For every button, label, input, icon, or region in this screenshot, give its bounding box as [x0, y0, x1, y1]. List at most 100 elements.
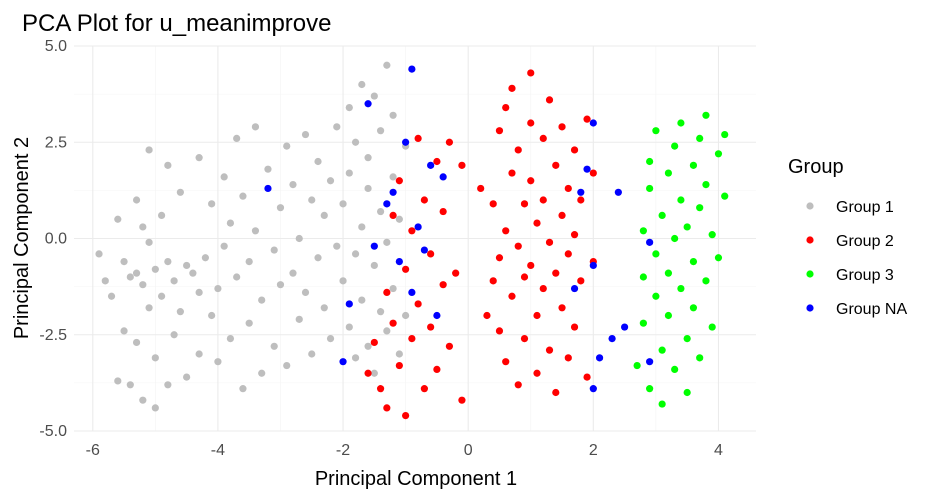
group-1-point	[195, 288, 203, 296]
group-2-point	[545, 346, 554, 354]
group-1-point	[164, 258, 172, 266]
group-1-point	[151, 404, 159, 412]
group-2-point	[389, 319, 397, 327]
group-1-point	[358, 223, 366, 231]
group-1-point	[120, 327, 128, 335]
group-3-point	[702, 181, 710, 189]
group-2-point	[408, 227, 416, 235]
group-1-point	[389, 111, 397, 119]
group-na-point	[433, 311, 441, 320]
group-2-point	[508, 292, 516, 300]
legend-label-group-3: Group 3	[836, 267, 894, 284]
group-1-point	[208, 311, 216, 320]
group-3-point	[696, 134, 704, 142]
group-2-point	[539, 284, 547, 293]
group-2-point	[383, 288, 391, 296]
group-2-point	[527, 261, 535, 270]
group-1-point	[308, 196, 316, 204]
group-1-point	[276, 281, 285, 289]
y-tick-labels: -5.0 -2.5 0.0 2.5 5.0	[39, 38, 67, 440]
group-1-point	[145, 146, 153, 154]
group-1-point	[301, 130, 310, 139]
group-1-point	[395, 215, 403, 223]
y-tick-label: 5.0	[45, 38, 67, 55]
group-1-point	[220, 173, 228, 181]
group-3-point	[664, 169, 673, 177]
group-3-point	[683, 335, 691, 343]
group-1-point	[301, 288, 310, 296]
group-2-point	[539, 134, 547, 142]
group-2-point	[427, 250, 435, 258]
group-1-point	[264, 165, 272, 173]
group-1-point	[326, 177, 335, 185]
x-tick-label: 4	[714, 442, 723, 459]
group-3-point	[639, 273, 647, 281]
group-3-point	[721, 192, 729, 200]
group-1-point	[364, 184, 372, 193]
y-tick-label: 0.0	[45, 231, 67, 248]
group-1-point	[333, 123, 341, 131]
group-1-point	[295, 234, 303, 243]
grid-lines	[74, 45, 756, 432]
group-1-point	[107, 292, 116, 300]
group-3-point	[702, 277, 710, 285]
group-2-point	[495, 327, 504, 335]
group-na-point	[408, 288, 416, 296]
group-1-point	[370, 369, 378, 377]
group-na-point	[614, 188, 622, 196]
group-1-point	[402, 311, 410, 320]
group-1-point	[320, 304, 328, 312]
group-1-point	[164, 381, 172, 389]
group-1-point	[157, 211, 166, 219]
group-2-point	[376, 385, 385, 393]
group-2-point	[433, 157, 441, 166]
group-na-point	[589, 261, 597, 270]
group-1-point	[270, 342, 278, 350]
group-na-point	[408, 65, 416, 73]
group-1-point	[389, 284, 397, 293]
group-2-point	[527, 177, 535, 185]
group-2-point	[420, 385, 428, 393]
group-1-point	[145, 238, 153, 246]
y-tick-label: -2.5	[39, 327, 67, 344]
group-na-point	[589, 385, 597, 393]
group-2-point	[577, 196, 585, 204]
group-3-point	[671, 142, 679, 150]
group-1-point	[201, 254, 209, 262]
group-2-point	[370, 338, 378, 347]
group-na-point	[595, 354, 604, 362]
group-1-point	[183, 373, 191, 381]
group-2-point	[495, 254, 504, 262]
group-na-point	[339, 358, 347, 366]
group-2-point	[452, 269, 460, 277]
group-1-point	[339, 200, 347, 208]
group-1-point	[245, 258, 253, 266]
group-2-point	[514, 381, 522, 389]
group-2-point	[445, 342, 454, 350]
group-2-point	[502, 227, 510, 235]
group-3-point	[646, 184, 654, 193]
group-1-point	[251, 227, 260, 235]
group-1-point	[176, 308, 184, 316]
group-2-point	[558, 211, 566, 219]
group-3-point	[696, 354, 704, 362]
group-3-point	[696, 204, 704, 212]
group-na-point	[414, 223, 422, 231]
group-1-point	[214, 284, 222, 293]
group-1-point	[289, 269, 297, 277]
group-1-point	[189, 269, 197, 277]
group-1-point	[208, 200, 216, 208]
group-2-point	[420, 196, 428, 204]
group-2-point	[564, 354, 572, 362]
group-1-point	[283, 142, 291, 150]
group-1-point	[370, 261, 378, 270]
group-1-point	[139, 281, 147, 289]
group-2-point	[520, 200, 529, 208]
group-1-point	[170, 331, 178, 339]
group-3-point	[683, 223, 691, 231]
group-1-point	[383, 327, 391, 335]
group-1-point	[345, 323, 353, 331]
group-1-point	[345, 104, 353, 112]
group-2-point	[408, 335, 416, 343]
